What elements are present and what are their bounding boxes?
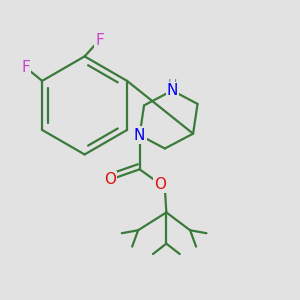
Text: O: O xyxy=(104,172,116,187)
Text: F: F xyxy=(95,32,104,47)
Text: N: N xyxy=(134,128,145,142)
Text: F: F xyxy=(21,60,30,75)
Text: O: O xyxy=(154,177,166,192)
Text: N: N xyxy=(167,83,178,98)
Text: H: H xyxy=(168,77,177,91)
